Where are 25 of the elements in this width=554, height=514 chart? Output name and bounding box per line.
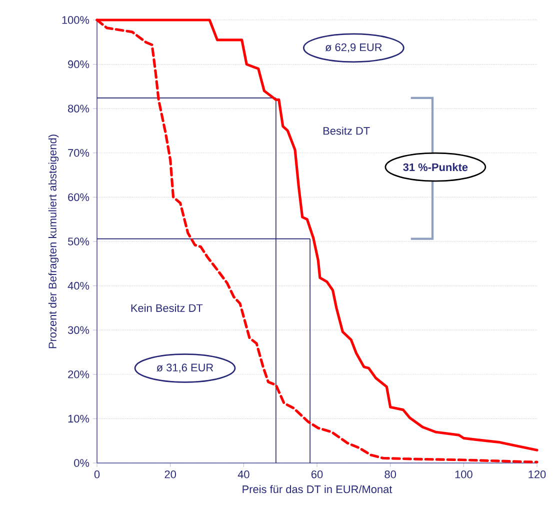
x-tick-label: 0 [94,470,100,478]
y-tick-label: 20% [68,370,90,378]
y-tick-label: 70% [68,149,90,157]
annotation: 31 %-Punkte [403,163,468,172]
y-tick-label: 90% [68,60,90,68]
y-tick-label: 0% [74,459,90,467]
x-tick-label: 120 [528,470,546,478]
y-tick-label: 40% [68,282,90,290]
x-axis-title: Preis für das DT in EUR/Monat [242,485,392,494]
x-tick-label: 40 [238,470,250,478]
x-tick-label: 20 [164,470,176,478]
text: Besitz DT [324,126,370,135]
y-tick-label: 60% [68,193,90,202]
text: Kein Besitz DT [131,304,203,312]
x-tick-label: 60 [311,470,323,478]
y-tick-label: 10% [68,414,90,423]
x-tick-label: 100 [455,470,472,478]
y-tick-label: 80% [68,104,90,112]
annotation: ø 62,9 EUR [325,43,382,52]
x-tick-label: 80 [384,470,396,478]
y-tick-label: 30% [68,326,90,334]
y-tick-label: 100% [62,16,90,24]
annotation: ø 31,6 EUR [156,364,214,373]
y-axis-title: Prozent der Befragten kumuliert absteigend) [48,134,59,348]
y-tick-label: 50% [68,238,90,246]
